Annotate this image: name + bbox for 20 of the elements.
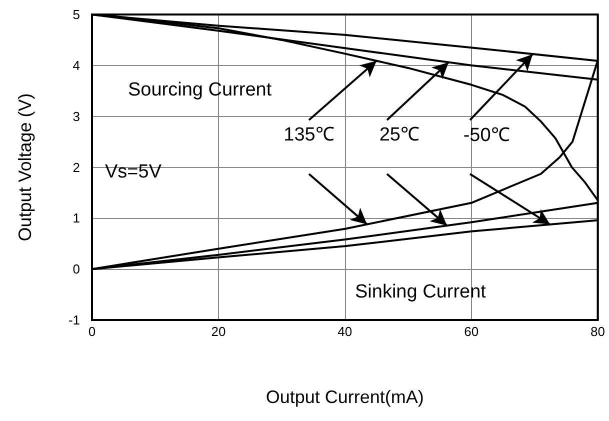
- y-tick-label: 0: [72, 262, 80, 277]
- x-tick-label: 40: [338, 324, 352, 339]
- y-axis-title: Output Voltage (V): [15, 93, 35, 242]
- annotation: Vs=5V: [105, 162, 162, 182]
- x-tick-label: 80: [590, 324, 606, 339]
- annotation: 135℃: [284, 124, 334, 146]
- x-axis-title: Output Current(mA): [266, 387, 424, 407]
- x-tick-label: 60: [464, 324, 479, 339]
- y-tick-label: -1: [68, 312, 80, 328]
- x-tick-label: 20: [211, 324, 226, 339]
- y-tick-label: 1: [72, 210, 80, 226]
- y-tick-label: 5: [72, 7, 80, 22]
- y-tick-label: 3: [72, 108, 80, 124]
- annotation: -50℃: [463, 124, 510, 146]
- annotation: Sourcing Current: [128, 80, 272, 100]
- x-tick-label: 0: [88, 324, 96, 339]
- annotation: Sinking Current: [355, 282, 487, 302]
- y-tick-label: 4: [72, 58, 80, 73]
- annotation: 25℃: [379, 124, 420, 146]
- y-tick-label: 2: [72, 160, 80, 175]
